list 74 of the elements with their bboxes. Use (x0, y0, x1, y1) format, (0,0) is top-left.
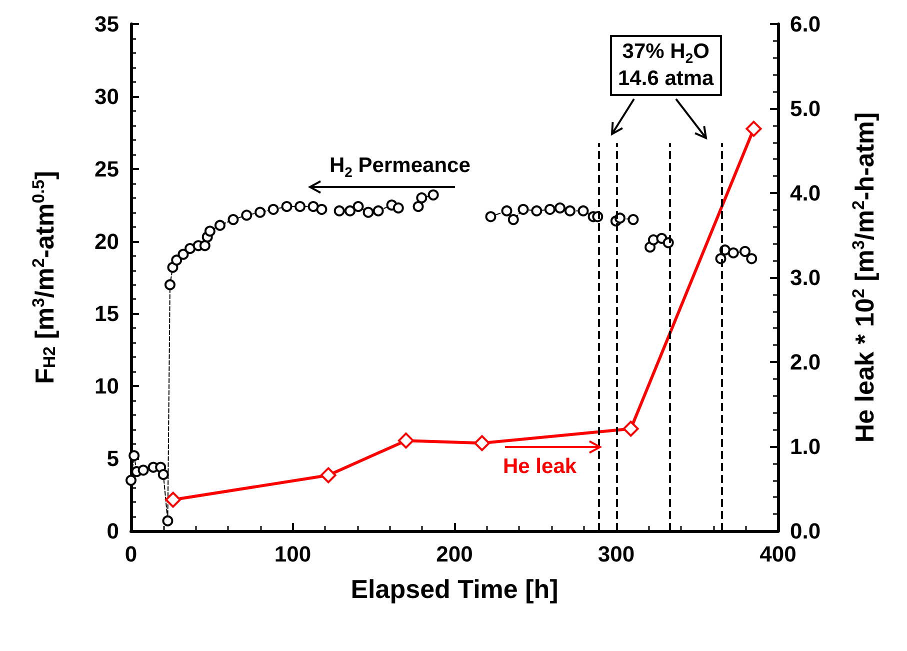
point (362, 206, 374, 218)
point (344, 205, 356, 216)
point (518, 204, 529, 215)
point (214, 220, 226, 231)
point (320, 467, 336, 484)
y2-tick-label: 4.0 (790, 180, 821, 206)
point (126, 474, 136, 486)
annotation: H$_{2}$ Permeance (330, 153, 470, 181)
annotation: He leak (503, 454, 577, 479)
point (164, 279, 176, 290)
y-tick-label: 0 (106, 518, 119, 544)
y-tick-label: 15 (94, 301, 119, 326)
point (204, 226, 216, 237)
point (372, 205, 384, 216)
point (412, 201, 424, 212)
point (485, 211, 496, 222)
point (508, 214, 519, 226)
point (398, 432, 414, 449)
point (474, 435, 490, 452)
y-tick-label: 25 (94, 156, 119, 182)
point (554, 202, 566, 214)
point (564, 205, 576, 216)
point (316, 204, 328, 215)
point (622, 420, 639, 437)
point (158, 469, 169, 480)
point (544, 204, 556, 215)
point (128, 450, 140, 462)
y2-tick-label: 0.0 (790, 518, 821, 544)
point (501, 205, 512, 216)
annotation: 37% H$_{2}$O 14.6 atma (610, 34, 722, 96)
point (228, 214, 239, 226)
point (428, 189, 439, 200)
point (531, 205, 542, 216)
y-tick-label: 30 (94, 84, 119, 109)
y-tick-label: 5 (106, 446, 119, 472)
point (416, 192, 428, 204)
point (171, 254, 182, 266)
x-tick-label: 0 (124, 542, 138, 566)
text: FH2 [m3/m2-atm0.5] (29, 170, 60, 384)
point (184, 243, 196, 254)
point (728, 247, 739, 258)
point (578, 205, 589, 216)
x-tick-label: 300 (598, 542, 635, 566)
y-tick-label: 35 (94, 12, 119, 36)
y2-tick-label: 2.0 (790, 350, 821, 374)
y2-tick-label: 3.0 (790, 265, 821, 290)
y2-tick-label: 1.0 (790, 434, 821, 459)
x-axis-title: Elapsed Time [h] (350, 574, 558, 604)
point (392, 202, 404, 214)
x-tick-label: 100 (274, 542, 312, 566)
y2-tick-label: 5.0 (790, 96, 821, 121)
x-tick-label: 400 (760, 542, 796, 566)
point (254, 206, 266, 218)
point (165, 492, 182, 508)
point (740, 246, 751, 257)
point (268, 204, 279, 215)
point (178, 248, 189, 260)
point (162, 515, 174, 526)
y2-axis-title: He leak * 102 [m3/m2-h-atm] (849, 112, 880, 443)
point (138, 464, 149, 476)
point (241, 210, 252, 221)
point (352, 201, 364, 212)
point (294, 201, 306, 212)
x-tick-label: 200 (436, 542, 473, 566)
point (334, 205, 345, 216)
point (746, 120, 762, 137)
y-tick-label: 10 (94, 374, 119, 399)
point (628, 214, 639, 226)
point (746, 253, 758, 264)
point (308, 201, 319, 212)
y2-tick-label: 6.0 (790, 12, 821, 36)
y-tick-label: 20 (94, 228, 119, 254)
point (199, 240, 210, 252)
point (281, 201, 292, 212)
